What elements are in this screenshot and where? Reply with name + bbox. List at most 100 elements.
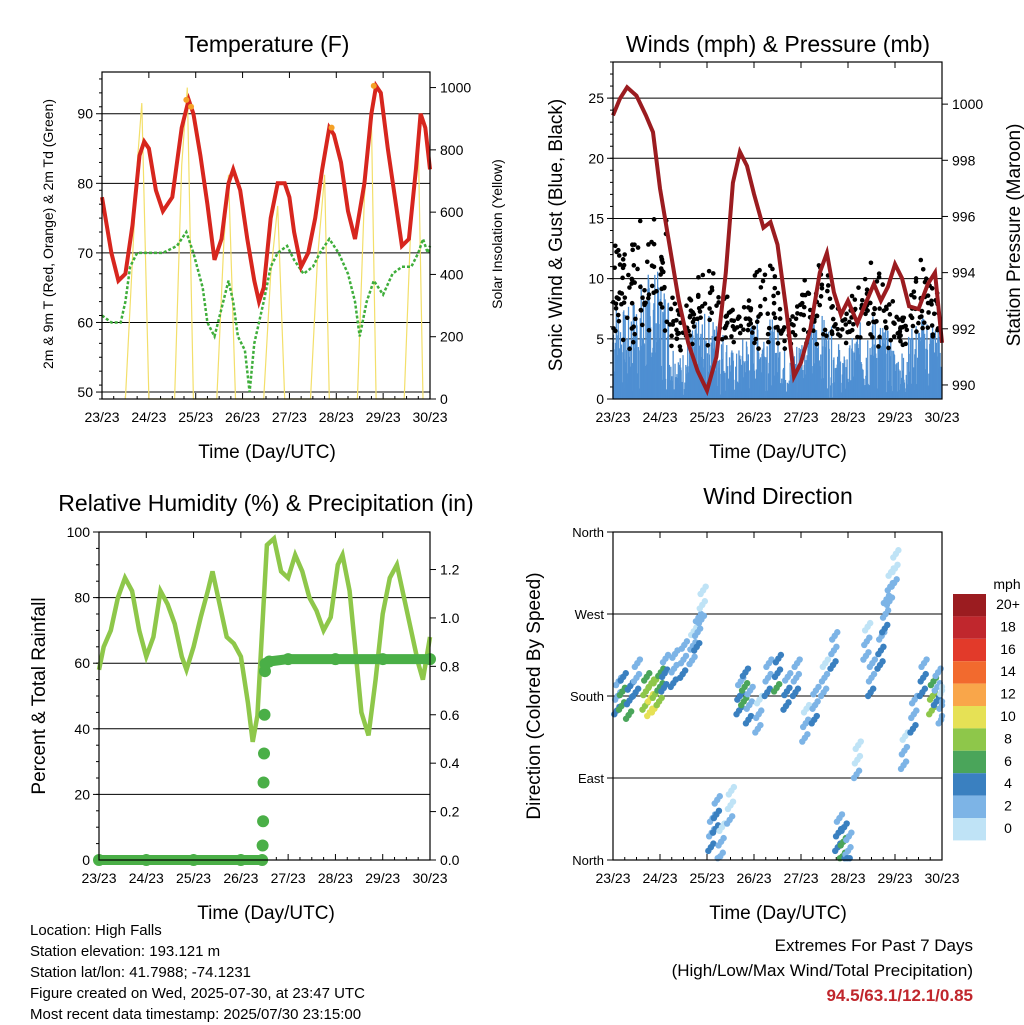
direction-point — [715, 807, 723, 814]
gust-point — [921, 320, 927, 325]
winds-xtick-label: 28/23 — [830, 409, 865, 425]
humidity-ytick-label: 20 — [74, 786, 90, 802]
temperature-xtick-label: 29/23 — [366, 409, 401, 425]
direction-panel: Wind Direction Time (Day/UTC) Direction … — [524, 483, 1021, 924]
gust-point — [790, 329, 796, 335]
colorbar-swatch — [953, 661, 986, 684]
humidity-xlabel: Time (Day/UTC) — [197, 903, 335, 924]
direction-point — [728, 813, 736, 820]
gust-point — [801, 304, 807, 310]
gust-point — [632, 242, 637, 247]
gust-point — [851, 321, 856, 327]
humidity-xtick-label: 27/23 — [271, 870, 306, 886]
gust-point — [886, 345, 891, 351]
precip-point — [257, 776, 270, 789]
gust-point — [877, 306, 882, 311]
winds-xtick-label: 23/23 — [595, 409, 630, 425]
gust-point — [632, 331, 638, 337]
gust-point — [637, 218, 643, 224]
direction-point — [775, 680, 783, 688]
direction-point — [870, 670, 878, 678]
gust-point — [917, 314, 923, 320]
direction-point — [913, 707, 920, 714]
gust-point — [738, 323, 744, 329]
gust-point — [849, 293, 855, 299]
direction-point — [804, 731, 811, 738]
gust-point — [886, 302, 892, 307]
gust-point — [616, 253, 622, 258]
direction-point — [902, 758, 910, 765]
gust-point — [876, 274, 882, 280]
direction-point — [719, 849, 726, 856]
gust-point — [856, 285, 861, 290]
gust-point — [825, 288, 830, 294]
direction-point — [729, 798, 737, 805]
humidity-xtick-label: 23/23 — [81, 870, 116, 886]
gust-point — [724, 294, 730, 300]
gust-point — [825, 283, 831, 288]
gust-point — [866, 321, 871, 327]
direction-point — [701, 598, 709, 605]
gust-point — [639, 322, 645, 328]
direction-point — [855, 767, 863, 774]
direction-point — [646, 670, 653, 677]
gust-point — [664, 319, 670, 325]
colorbar-swatch — [953, 818, 986, 841]
direction-xlabel: Time (Day/UTC) — [709, 903, 847, 924]
colorbar-label: 8 — [1004, 730, 1012, 746]
humidity-y2tick-label: 0.4 — [440, 755, 460, 771]
gust-point — [615, 312, 621, 318]
gust-point — [737, 330, 743, 336]
extremes-summary: Extremes For Past 7 Days (High/Low/Max W… — [672, 933, 973, 1008]
colorbar-swatch — [953, 706, 986, 729]
gust-point — [684, 303, 689, 308]
gust-point — [649, 283, 655, 289]
gust-point — [847, 329, 853, 335]
gust-point — [847, 319, 852, 325]
gust-point — [640, 295, 645, 301]
direction-point — [636, 656, 644, 663]
humidity-plot-area — [93, 534, 436, 866]
temp-2m-line — [100, 80, 432, 309]
gust-point — [709, 310, 715, 316]
direction-point — [893, 576, 900, 583]
gust-point — [881, 308, 887, 313]
gust-point — [730, 307, 735, 313]
direction-plot-area — [611, 547, 946, 862]
gust-point — [638, 308, 644, 313]
gust-point — [814, 313, 820, 319]
direction-xtick-label: 27/23 — [783, 870, 818, 886]
winds-y2tick-label: 996 — [952, 208, 976, 224]
winds-plot-area — [611, 84, 944, 399]
gust-point — [829, 305, 834, 310]
direction-point — [813, 712, 820, 720]
gust-point — [690, 319, 696, 325]
direction-xtick-label: 23/23 — [595, 870, 630, 886]
winds-y2tick-label: 992 — [952, 321, 976, 337]
gust-point — [697, 309, 703, 314]
gust-point — [925, 293, 931, 298]
direction-point — [720, 834, 727, 842]
gust-point — [729, 318, 734, 323]
gust-point — [749, 330, 755, 335]
humidity-xtick-label: 30/23 — [412, 870, 447, 886]
precip-point — [257, 815, 270, 828]
extremes-values: 94.5/63.1/12.1/0.85 — [826, 986, 973, 1005]
winds-panel: Winds (mph) & Pressure (mb) Time (Day/UT… — [546, 31, 1024, 463]
direction-point — [866, 619, 874, 627]
gust-point — [620, 265, 626, 271]
gust-point — [651, 217, 657, 222]
station-location: Location: High Falls — [30, 922, 162, 939]
gust-point — [633, 316, 638, 322]
direction-ytick-label: North — [572, 853, 604, 868]
gust-point — [616, 247, 621, 253]
gust-point — [613, 243, 618, 249]
direction-point — [895, 547, 902, 554]
gust-point — [791, 323, 796, 328]
direction-ytick-label: West — [575, 607, 605, 622]
direction-xtick-label: 29/23 — [877, 870, 912, 886]
gust-point — [929, 323, 935, 328]
gust-point — [651, 290, 656, 296]
gust-point — [914, 329, 919, 334]
direction-point — [635, 670, 643, 678]
